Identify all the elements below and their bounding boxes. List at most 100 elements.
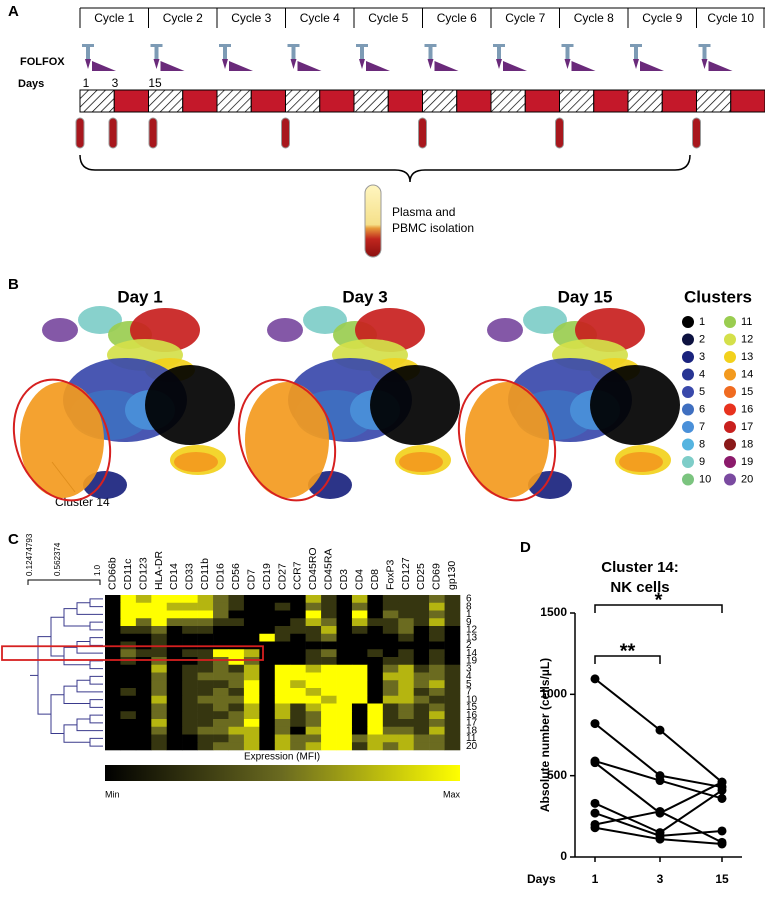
heatmap-cell (213, 680, 229, 689)
infusion (640, 61, 664, 71)
heatmap-cell (336, 595, 353, 604)
heatmap-cell (290, 742, 306, 751)
heatmap-cell (429, 734, 445, 743)
heatmap-cell (367, 719, 384, 728)
heatmap-cell (243, 734, 260, 743)
heatmap-cell (259, 742, 276, 751)
heatmap-cell (398, 633, 414, 642)
legend-swatch (724, 333, 736, 346)
heatmap-cell (197, 633, 214, 642)
syringe-icon (219, 44, 253, 71)
scale-bar (27, 579, 101, 585)
heatmap-cell (120, 602, 137, 611)
heatmap-cell (336, 742, 353, 751)
heatmap-cell (243, 703, 260, 712)
legend-swatch (724, 456, 736, 468)
heatmap-cell (290, 664, 306, 673)
heatmap-cell (321, 657, 337, 666)
heatmap-cell (197, 734, 214, 743)
heatmap-cell (444, 742, 461, 751)
heatmap-cell (197, 657, 214, 666)
heatmap-cell (151, 711, 168, 720)
heatmap-cell (398, 719, 414, 728)
point (655, 834, 665, 844)
cycle-label: Cycle 3 (231, 11, 271, 25)
heatmap-cell (336, 618, 353, 627)
day-title: Day 1 (117, 287, 162, 306)
hatched-phase (559, 89, 595, 113)
syringe (360, 47, 364, 59)
legend-swatch (724, 473, 736, 486)
heatmap-cell (429, 664, 445, 673)
heatmap-cell (444, 664, 461, 673)
heatmap-cell (336, 657, 353, 666)
row-label: 7 (466, 687, 472, 698)
marker-label: FoxP3 (384, 559, 396, 590)
row-label: 10 (466, 694, 478, 705)
dendrogram (89, 637, 103, 646)
marker-label: CD25 (415, 563, 427, 590)
point (655, 725, 665, 735)
hatched-phase (422, 89, 458, 113)
heatmap-cell (429, 657, 445, 666)
heatmap-cell (398, 742, 414, 751)
colorbar-label: Expression (MFI) (244, 752, 320, 763)
heatmap-cell (120, 742, 137, 751)
x-tick-label: 15 (715, 872, 729, 886)
heatmap-cell (166, 726, 183, 735)
heatmap-cell (274, 672, 291, 681)
day-label: 15 (148, 76, 162, 90)
cycle-label: Cycle 1 (94, 11, 134, 25)
heatmap-cell (182, 742, 198, 751)
row-label: 19 (466, 656, 478, 667)
heatmap-cell (398, 711, 414, 720)
heatmap-cell (321, 742, 337, 751)
heatmap-cell (305, 657, 322, 666)
heatmap-cell (105, 680, 121, 689)
cycle-label: Cycle 7 (505, 11, 545, 25)
heatmap-cell (398, 680, 414, 689)
heatmap-cell (444, 602, 461, 611)
treatment-phase (113, 89, 149, 113)
heatmap-cell (398, 734, 414, 743)
heatmap-cell (151, 602, 168, 611)
syringe (291, 47, 296, 59)
cluster-cloud (399, 452, 443, 472)
heatmap-cell (228, 742, 245, 751)
heatmap-cell (197, 618, 214, 627)
hatched-phase (490, 89, 526, 113)
heatmap-cell (274, 688, 291, 697)
y-tick-label: 500 (547, 768, 567, 782)
heatmap-cell (213, 688, 229, 697)
heatmap-cell (429, 688, 445, 697)
heatmap-cell (243, 742, 260, 751)
heatmap-cell (382, 595, 399, 604)
legend-swatch (682, 473, 694, 486)
day-label: 1 (83, 76, 90, 90)
heatmap-cell (243, 688, 260, 697)
heatmap-cell (182, 633, 198, 642)
blood-tube (148, 117, 158, 149)
heatmap-cell (413, 657, 430, 666)
heatmap-cell (382, 703, 399, 712)
heatmap-cell (228, 711, 245, 720)
heatmap-cell (197, 703, 214, 712)
heatmap-cell (336, 680, 353, 689)
heatmap-cell (213, 711, 229, 720)
heatmap-cell (105, 726, 121, 735)
heatmap-cell (429, 726, 445, 735)
heatmap-cell (182, 595, 198, 604)
point (717, 777, 727, 787)
heatmap-cell (413, 618, 430, 627)
syringe (223, 47, 227, 59)
heatmap-cell (305, 618, 322, 627)
heatmap-cell (274, 610, 291, 619)
syringe-icon (630, 44, 664, 71)
point (590, 758, 600, 768)
heatmap-cell (228, 602, 245, 611)
heatmap-cell (413, 711, 430, 720)
heatmap-cell (228, 734, 245, 743)
heatmap-cell (413, 649, 430, 658)
heatmap-cell (367, 602, 384, 611)
heatmap-cell (166, 734, 183, 743)
